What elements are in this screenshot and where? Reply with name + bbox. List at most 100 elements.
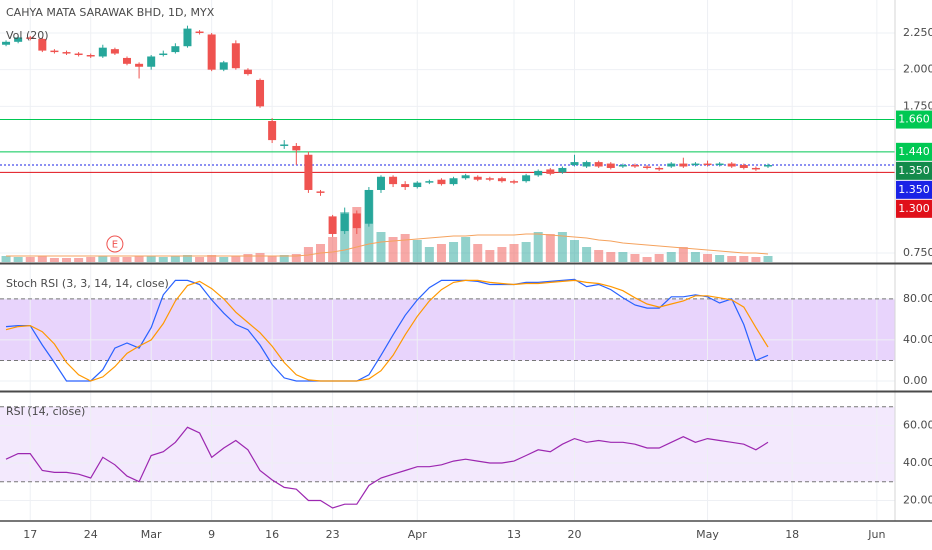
candle-body (159, 53, 168, 56)
volume-bar (654, 254, 664, 262)
earnings-label: E (112, 240, 118, 251)
candle-body (304, 154, 313, 190)
candle-body (38, 38, 47, 51)
volume-bar (485, 250, 495, 262)
indicator-line (5, 279, 769, 382)
volume-bar (207, 255, 217, 262)
candle-body (691, 163, 700, 166)
x-tick-label: May (696, 528, 719, 541)
volume-bar (352, 207, 362, 262)
candle-body (522, 175, 531, 182)
volume-bar (243, 254, 253, 262)
candle-body (739, 165, 748, 168)
candle-body (703, 163, 712, 166)
chart-title: CAHYA MATA SARAWAK BHD, 1D, MYX (6, 6, 215, 19)
grid (0, 0, 895, 520)
candle-body (425, 181, 434, 183)
volume-bar (594, 250, 604, 262)
x-tick-label: Apr (408, 528, 428, 541)
candle-body (570, 162, 579, 166)
candle-body (727, 163, 736, 167)
volume-bar (291, 254, 301, 262)
volume-bar (424, 247, 434, 262)
y-tick-label: 2.000 (903, 63, 932, 76)
candle-body (316, 191, 325, 193)
volume-bar (328, 237, 338, 262)
volume-bar (388, 237, 398, 262)
price-label-box (896, 142, 932, 161)
volume-bar (231, 256, 241, 262)
candle-body (195, 31, 204, 34)
price-label: 1.300 (898, 202, 930, 215)
candle-body (497, 178, 506, 182)
volume-bar (618, 252, 628, 262)
price-label-box (896, 110, 932, 129)
candle-body (655, 167, 664, 170)
y-tick-label: 40.00 (903, 333, 932, 346)
volume-bar (715, 255, 725, 262)
volume-bar (195, 257, 205, 262)
axes (0, 0, 932, 522)
candle-body (50, 50, 59, 53)
candle-body (413, 182, 422, 188)
volume-bar (509, 244, 519, 262)
candle-body (231, 43, 240, 69)
volume-bar (533, 232, 543, 262)
volume-bar (182, 255, 192, 262)
price-label-box (896, 161, 932, 180)
price-label: 1.350 (898, 164, 930, 177)
candle-body (86, 55, 95, 57)
candle-body (147, 56, 156, 67)
candle-body (558, 167, 567, 173)
candle-body (352, 213, 361, 229)
y-tick-label: 2.250 (903, 26, 932, 39)
volume-bar (37, 256, 47, 262)
volume-bar (267, 256, 277, 262)
candle-body (594, 162, 603, 167)
volume-bar (582, 247, 592, 262)
candle-body (74, 53, 83, 56)
volume-bar (690, 252, 700, 262)
candle-body (485, 178, 494, 180)
y-tick-label: 20.00 (903, 493, 932, 506)
volume-bar (751, 257, 761, 262)
candle-body (26, 37, 35, 39)
candle-body (135, 63, 144, 67)
volume-bar (473, 244, 483, 262)
volume-bar (412, 240, 422, 262)
candle-body (715, 163, 724, 166)
candle-body (546, 169, 555, 174)
candle-body (207, 34, 216, 70)
volume-ma-line (6, 233, 769, 257)
candle-body (510, 181, 519, 183)
indicator-line (5, 426, 769, 509)
candle-body (630, 165, 639, 167)
price-label: 1.440 (898, 145, 930, 158)
candle-body (219, 62, 228, 70)
candle-body (606, 163, 615, 168)
candle-body (183, 28, 192, 47)
volume-bar (727, 256, 737, 262)
volume-bar (436, 244, 446, 262)
indicator-band (0, 406, 895, 482)
volume-bar (461, 237, 471, 262)
x-tick-label: 20 (567, 528, 581, 541)
candle-body (473, 176, 482, 180)
x-tick-label: 13 (507, 528, 521, 541)
volume-bar (49, 258, 59, 262)
volume-bar (763, 256, 773, 262)
x-tick-label: Mar (141, 528, 162, 541)
candle-body (401, 184, 410, 188)
x-tick-label: 24 (84, 528, 98, 541)
x-tick-label: 9 (208, 528, 215, 541)
candle-body (171, 46, 180, 53)
y-tick-label: 40.00 (903, 456, 932, 469)
volume-bar (98, 256, 108, 262)
price-label-box (896, 199, 932, 218)
volume-bar (642, 257, 652, 262)
y-tick-label: 0.750 (903, 246, 932, 259)
volume-bar (122, 257, 132, 262)
candle-body (328, 216, 337, 234)
volume-bar (606, 252, 616, 262)
